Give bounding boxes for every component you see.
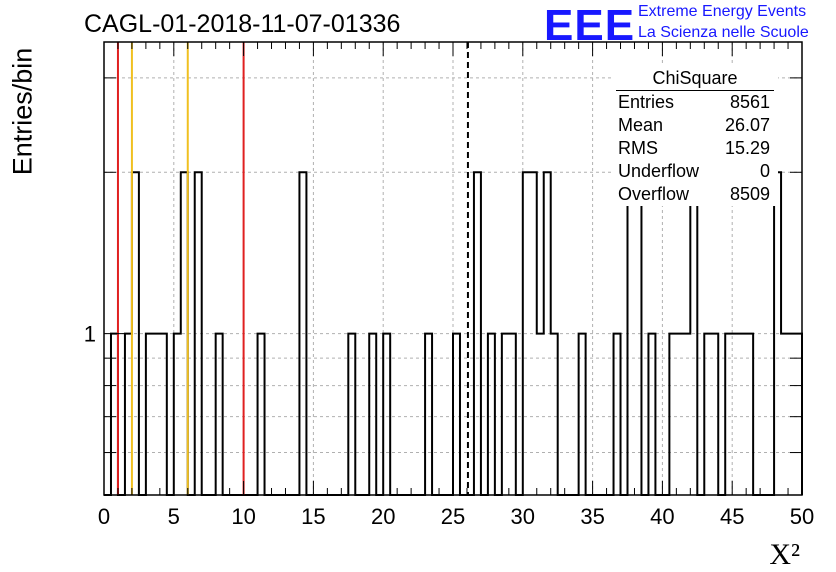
x-tick-label-8: 40 — [650, 504, 674, 529]
stats-row-mean: Mean 26.07 — [618, 115, 770, 135]
histogram-bin-14 — [383, 334, 390, 495]
stats-box-title: ChiSquare — [616, 66, 774, 91]
x-tick-label-5: 25 — [441, 504, 465, 529]
histogram-bin-38 — [732, 334, 739, 495]
histogram-bin-23 — [537, 334, 544, 495]
histogram-bin-19 — [502, 334, 509, 495]
histogram-bin-21 — [523, 172, 530, 495]
histogram-bin-17 — [474, 172, 481, 495]
logo-caption-line1: Extreme Energy Events — [638, 3, 807, 20]
x-tick-label-9: 45 — [720, 504, 744, 529]
x-tick-label-2: 10 — [231, 504, 255, 529]
stats-row-overflow: Overflow 8509 — [618, 184, 770, 204]
histogram-bin-1 — [125, 334, 132, 495]
histogram-bin-39 — [739, 334, 746, 495]
histogram-bin-20 — [509, 334, 516, 495]
x-tick-label-0: 0 — [98, 504, 110, 529]
x-tick-label-4: 20 — [371, 504, 395, 529]
histogram-bin-12 — [348, 334, 355, 495]
histogram-bin-4 — [153, 334, 160, 495]
stats-box: ChiSquare Entries 8561 Mean 26.07 RMS 15.29… — [612, 66, 778, 206]
histogram-bin-11 — [299, 172, 306, 495]
histogram-bin-25 — [551, 334, 558, 495]
x-axis-label: X² — [769, 538, 800, 571]
x-tick-label-6: 30 — [511, 504, 535, 529]
x-tick-label-3: 15 — [301, 504, 325, 529]
histogram-bin-22 — [530, 172, 537, 495]
stats-row-entries: Entries 8561 — [618, 92, 770, 112]
histogram-bin-6 — [174, 334, 181, 495]
histogram-bin-33 — [683, 334, 690, 495]
histogram-bin-34 — [690, 172, 697, 495]
stats-row-underflow: Underflow 0 — [618, 161, 770, 181]
stats-row-rms: RMS 15.29 — [618, 138, 770, 158]
histogram-bin-40 — [746, 334, 753, 495]
histogram-bin-31 — [669, 334, 676, 495]
histogram-bin-37 — [725, 334, 732, 495]
histogram-bin-26 — [579, 334, 586, 495]
histogram-bin-27 — [614, 334, 621, 495]
histogram-bin-24 — [544, 172, 551, 495]
histogram-bin-7 — [181, 172, 188, 495]
logo-caption-line2: La Scienza nelle Scuole — [638, 24, 809, 41]
histogram-bin-36 — [711, 334, 718, 495]
histogram-bin-3 — [146, 334, 153, 495]
histogram-bin-30 — [648, 334, 655, 495]
x-tick-label-10: 50 — [790, 504, 814, 529]
histogram-bin-35 — [704, 334, 711, 495]
histogram-bin-15 — [425, 334, 432, 495]
histogram-bin-8 — [195, 172, 202, 495]
histogram-bin-42 — [781, 334, 788, 495]
x-tick-label-1: 5 — [168, 504, 180, 529]
histogram-bin-18 — [488, 334, 495, 495]
histogram-bin-16 — [453, 334, 460, 495]
chart-title: CAGL-01-2018-11-07-01336 — [84, 10, 401, 38]
histogram-bin-5 — [160, 334, 167, 495]
histogram-bin-32 — [676, 334, 683, 495]
histogram-bin-13 — [369, 334, 376, 495]
eee-logo: EEE — [544, 1, 636, 50]
x-tick-label-7: 35 — [580, 504, 604, 529]
histogram-bin-2 — [132, 172, 139, 495]
histogram-bin-29 — [634, 172, 641, 495]
histogram-bin-41 — [774, 172, 781, 495]
histogram-bin-9 — [216, 334, 223, 495]
y-tick-label-0: 1 — [84, 322, 96, 347]
histogram-bin-10 — [258, 334, 265, 495]
